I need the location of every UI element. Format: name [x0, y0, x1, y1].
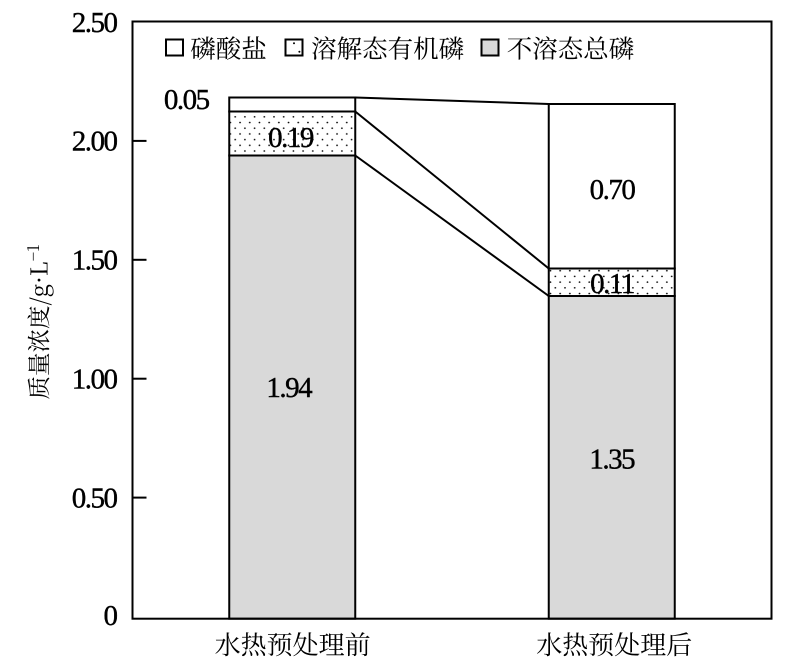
- svg-text:0.70: 0.70: [590, 174, 636, 206]
- svg-text:1.00: 1.00: [72, 364, 118, 396]
- svg-text:0.50: 0.50: [72, 482, 118, 514]
- svg-text:2.50: 2.50: [72, 7, 118, 39]
- svg-text:0.11: 0.11: [590, 268, 634, 300]
- svg-text:0.05: 0.05: [164, 84, 210, 116]
- svg-text:0: 0: [104, 600, 118, 632]
- svg-text:1.35: 1.35: [589, 444, 635, 476]
- svg-text:2.00: 2.00: [72, 126, 118, 158]
- svg-text:1.50: 1.50: [72, 245, 118, 277]
- svg-text:0.19: 0.19: [268, 122, 314, 154]
- svg-text:1.94: 1.94: [266, 372, 313, 404]
